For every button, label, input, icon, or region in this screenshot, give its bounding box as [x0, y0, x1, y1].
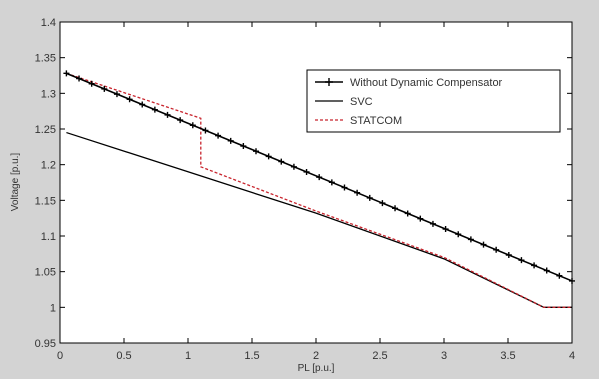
series-marker-0: [240, 143, 247, 150]
y-tick-label: 1.3: [41, 88, 56, 100]
series-marker-0: [88, 80, 95, 87]
series-marker-0: [505, 251, 512, 258]
y-axis-label: Voltage [p.u.]: [10, 153, 21, 212]
series-marker-0: [202, 127, 209, 134]
series-line-2: [66, 72, 572, 308]
series-marker-0: [101, 85, 108, 92]
x-tick-label: 3.5: [500, 350, 515, 362]
x-tick-label: 4: [569, 350, 575, 362]
x-axis-label: PL [p.u.]: [298, 363, 335, 374]
legend-marker-without: [325, 78, 333, 86]
series-marker-0: [366, 194, 373, 201]
series-marker-0: [328, 179, 335, 186]
x-tick-label: 1.5: [244, 350, 259, 362]
series-marker-0: [354, 189, 361, 196]
series-marker-0: [151, 106, 158, 113]
series-marker-0: [379, 200, 386, 207]
series-marker-0: [518, 257, 525, 264]
x-tick-label: 2: [313, 350, 319, 362]
series-marker-0: [531, 262, 538, 269]
series-marker-0: [63, 70, 70, 77]
series-marker-0: [493, 246, 500, 253]
series-marker-0: [227, 137, 234, 144]
y-tick-label: 1.25: [35, 124, 56, 136]
x-tick-label: 0: [57, 350, 63, 362]
y-tick-label: 1: [50, 302, 56, 314]
series-marker-0: [189, 122, 196, 129]
series-marker-0: [139, 101, 146, 108]
series-marker-0: [404, 210, 411, 217]
series-marker-0: [177, 117, 184, 124]
legend: Without Dynamic Compensator SVC STATCOM: [306, 69, 561, 133]
series-marker-0: [253, 148, 259, 155]
series-marker-0: [556, 272, 563, 279]
series-marker-0: [429, 220, 436, 227]
y-tick-label: 0.95: [35, 338, 56, 350]
series-marker-0: [76, 75, 83, 82]
series-layer: [63, 70, 575, 308]
x-tick-label: 3: [441, 350, 447, 362]
series-marker-0: [467, 236, 474, 243]
series-marker-0: [303, 168, 310, 175]
x-tick-label: 1: [185, 350, 191, 362]
series-line-1: [66, 131, 572, 308]
series-marker-0: [543, 267, 550, 274]
series-marker-0: [215, 132, 222, 139]
series-marker-0: [164, 111, 171, 118]
series-marker-0: [417, 215, 424, 222]
y-tick-label: 1.35: [35, 53, 56, 65]
legend-box: [306, 69, 561, 133]
series-marker-0: [442, 226, 449, 233]
series-marker-0: [341, 184, 348, 191]
series-marker-0: [480, 241, 487, 248]
series-marker-0: [569, 277, 575, 284]
x-tick-label: 2.5: [372, 350, 387, 362]
y-tick-label: 1.4: [41, 17, 56, 29]
series-marker-0: [126, 96, 133, 103]
y-tick-label: 1.2: [41, 160, 56, 172]
x-tick-label: 0.5: [116, 350, 131, 362]
legend-label-svc: SVC: [350, 96, 373, 108]
y-tick-label: 1.15: [35, 195, 56, 207]
legend-label-statcom: STATCOM: [350, 115, 402, 127]
series-marker-0: [265, 153, 272, 160]
y-tick-label: 1.05: [35, 267, 56, 279]
y-tick-label: 1.1: [41, 231, 56, 243]
series-marker-0: [113, 91, 120, 98]
series-marker-0: [392, 205, 399, 212]
series-marker-0: [316, 174, 323, 181]
series-marker-0: [455, 231, 462, 238]
series-marker-0: [278, 158, 285, 165]
series-marker-0: [290, 163, 297, 170]
legend-label-without: Without Dynamic Compensator: [350, 77, 503, 89]
x-axis-ticks: 0 0.5 1 1.5 2 2.5 3 3.5 4: [57, 22, 575, 362]
y-axis-ticks: 0.95 1 1.05 1.1 1.15 1.2 1.25 1.3 1.35 1.4: [35, 17, 572, 350]
